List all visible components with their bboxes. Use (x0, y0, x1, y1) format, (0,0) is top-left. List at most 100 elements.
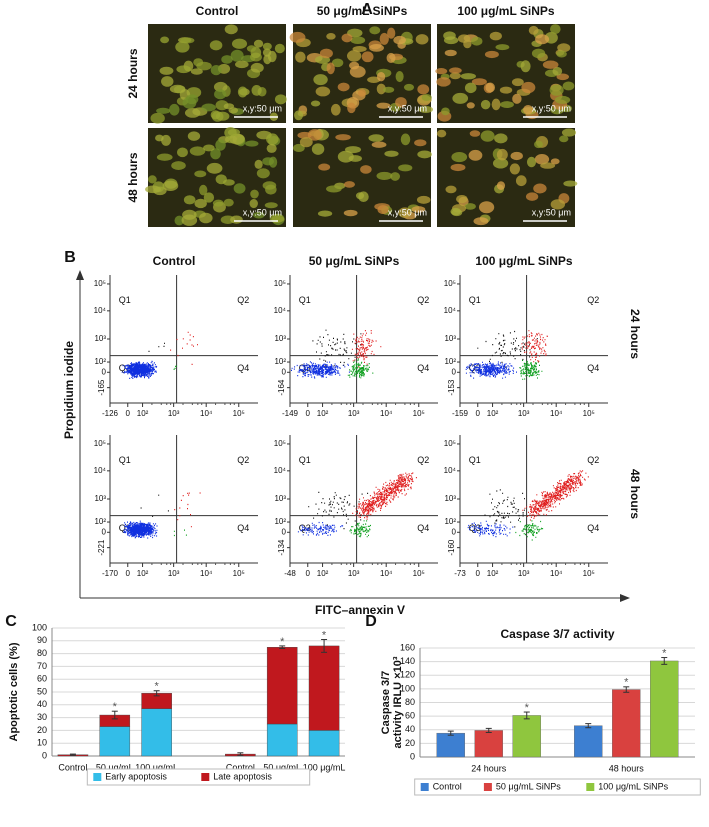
cell (480, 99, 491, 110)
cell (187, 131, 201, 141)
cell (184, 108, 201, 118)
cell (550, 199, 566, 210)
y-tick-label: 10⁴ (94, 466, 107, 475)
y-tick-label: 0 (282, 527, 287, 536)
y-tick-label: 10² (94, 517, 106, 526)
dots-live (465, 361, 517, 379)
cell (376, 83, 386, 95)
cell (253, 39, 264, 48)
cell (512, 93, 522, 104)
scale-bar-label: x,y:50 μm (388, 207, 427, 217)
cell (379, 32, 389, 45)
cell (210, 148, 221, 160)
quadrant-label: Q1 (299, 455, 311, 465)
column-header: 50 μg/mL SiNPs (309, 254, 400, 268)
cell (315, 86, 331, 97)
cell (533, 183, 547, 194)
cell (212, 199, 224, 207)
dots-early (173, 365, 177, 370)
cell (262, 42, 272, 51)
cell (223, 198, 234, 207)
x-tick-label: 10⁴ (380, 409, 393, 418)
y-tick-label: 30 (37, 712, 47, 722)
x-axis-label: FITC–annexin V (315, 603, 405, 617)
cell (489, 31, 502, 41)
cell (347, 102, 356, 114)
cell (395, 71, 404, 83)
y-tick-label: -153 (447, 379, 456, 396)
quadrant-label: Q2 (417, 455, 429, 465)
quadrant-label: Q1 (469, 295, 481, 305)
row-label: 48 hours (126, 152, 140, 202)
cell (478, 201, 495, 214)
cell (344, 146, 361, 154)
cell (469, 130, 481, 137)
cell (449, 67, 462, 74)
y-tick-label: 0 (452, 367, 457, 376)
quadrant-label: Q4 (587, 523, 599, 533)
dots-live (297, 521, 344, 536)
y-tick-label: 0 (102, 527, 107, 536)
cell (554, 95, 571, 104)
cell (262, 181, 277, 190)
cell (337, 82, 350, 92)
dots-early (347, 358, 374, 379)
x-tick-label: 0 (476, 569, 481, 578)
x-tick-label: 10⁴ (200, 569, 213, 578)
cell (169, 84, 186, 94)
cell (293, 143, 305, 153)
arrow-head (620, 594, 630, 602)
cell (213, 81, 228, 92)
legend-box (86, 768, 311, 786)
cell (390, 172, 400, 181)
column-header: 50 μg/mL SiNPs (317, 4, 408, 18)
dots-necrotic (484, 489, 525, 528)
cell (361, 51, 374, 63)
quadrant-label: Q2 (587, 455, 599, 465)
cell (535, 34, 550, 45)
cell (341, 33, 353, 43)
cell (523, 105, 534, 115)
quadrant-label: Q2 (417, 295, 429, 305)
cell (417, 84, 430, 95)
cell (268, 156, 278, 168)
cell (245, 140, 259, 147)
x-tick-label: 10³ (348, 569, 360, 578)
bar (512, 715, 541, 758)
cell (294, 110, 304, 121)
x-tick-label: 0 (126, 409, 131, 418)
y-tick-label: 80 (37, 648, 47, 658)
scale-bar-label: x,y:50 μm (532, 207, 571, 217)
bar (474, 730, 503, 758)
cell (466, 102, 475, 109)
cell (343, 209, 358, 217)
cell (520, 60, 531, 73)
cell (355, 192, 365, 200)
cell (416, 195, 431, 204)
cell (253, 211, 265, 219)
cell (194, 198, 207, 209)
cell (450, 207, 461, 216)
legend-label: Control (433, 781, 462, 791)
y-tick-label: -165 (97, 379, 106, 396)
cell (194, 170, 207, 178)
cell (393, 35, 406, 45)
x-tick-label: 10⁴ (200, 409, 213, 418)
x-tick-label: 50 μg/mL (96, 762, 134, 772)
y-tick-label: 10² (274, 357, 286, 366)
cell (559, 135, 569, 143)
row-label: 24 hours (628, 309, 642, 359)
cell (335, 134, 351, 141)
cell (376, 171, 393, 180)
cell (550, 158, 560, 165)
cell (326, 33, 336, 40)
legend-label: 50 μg/mL SiNPs (496, 781, 561, 791)
cell (203, 144, 215, 152)
cell (209, 40, 223, 51)
y-tick-label: 80 (405, 697, 415, 707)
cell (223, 179, 235, 186)
cell (227, 128, 241, 137)
quadrant-label: Q1 (469, 455, 481, 465)
cell (384, 150, 399, 157)
